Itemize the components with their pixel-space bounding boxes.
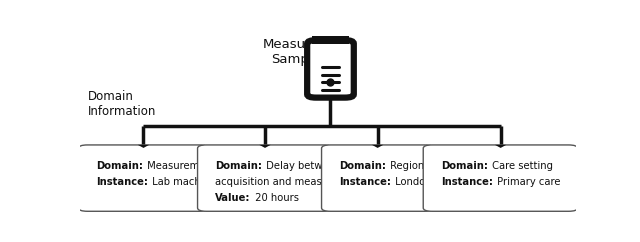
Text: Instance:: Instance: <box>97 177 148 187</box>
FancyBboxPatch shape <box>198 145 332 211</box>
Text: Value:: Value: <box>216 193 251 203</box>
FancyBboxPatch shape <box>79 145 208 211</box>
Text: Measurement device: Measurement device <box>145 161 252 171</box>
Polygon shape <box>138 145 149 148</box>
FancyBboxPatch shape <box>321 145 434 211</box>
FancyBboxPatch shape <box>307 40 354 98</box>
Text: Domain:: Domain: <box>339 161 387 171</box>
Text: Instance:: Instance: <box>339 177 392 187</box>
Text: London: London <box>392 177 432 187</box>
Text: Region: Region <box>387 161 425 171</box>
Text: Domain
Information: Domain Information <box>88 90 156 118</box>
Bar <box>312 37 349 44</box>
Text: 20 hours: 20 hours <box>252 193 299 203</box>
Text: Primary care: Primary care <box>494 177 561 187</box>
Text: Domain:: Domain: <box>441 161 488 171</box>
Text: Domain:: Domain: <box>216 161 262 171</box>
Polygon shape <box>259 145 271 148</box>
Text: Care setting: Care setting <box>489 161 553 171</box>
Polygon shape <box>495 145 506 148</box>
Text: Measured
Sample: Measured Sample <box>263 38 328 66</box>
Text: Instance:: Instance: <box>441 177 493 187</box>
Text: acquisition and measurement: acquisition and measurement <box>216 177 365 187</box>
Text: Lab machine 1: Lab machine 1 <box>149 177 226 187</box>
Text: Delay between: Delay between <box>264 161 341 171</box>
Text: Domain:: Domain: <box>97 161 143 171</box>
Polygon shape <box>372 145 383 148</box>
FancyBboxPatch shape <box>423 145 577 211</box>
